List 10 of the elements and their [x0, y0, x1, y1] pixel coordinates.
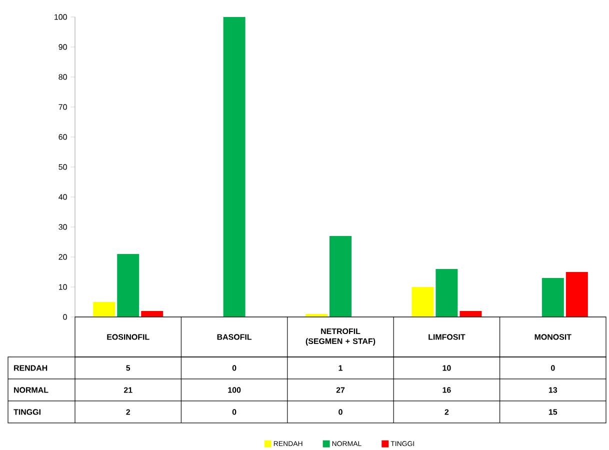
- bar: [412, 286, 434, 317]
- bar: [117, 254, 140, 317]
- bar: [93, 302, 116, 317]
- bar: [223, 16, 246, 317]
- bar: [330, 236, 352, 317]
- bar: [436, 268, 458, 317]
- bar: [542, 278, 564, 317]
- bar: [141, 310, 164, 317]
- bar: [460, 310, 482, 317]
- bar: [566, 272, 588, 317]
